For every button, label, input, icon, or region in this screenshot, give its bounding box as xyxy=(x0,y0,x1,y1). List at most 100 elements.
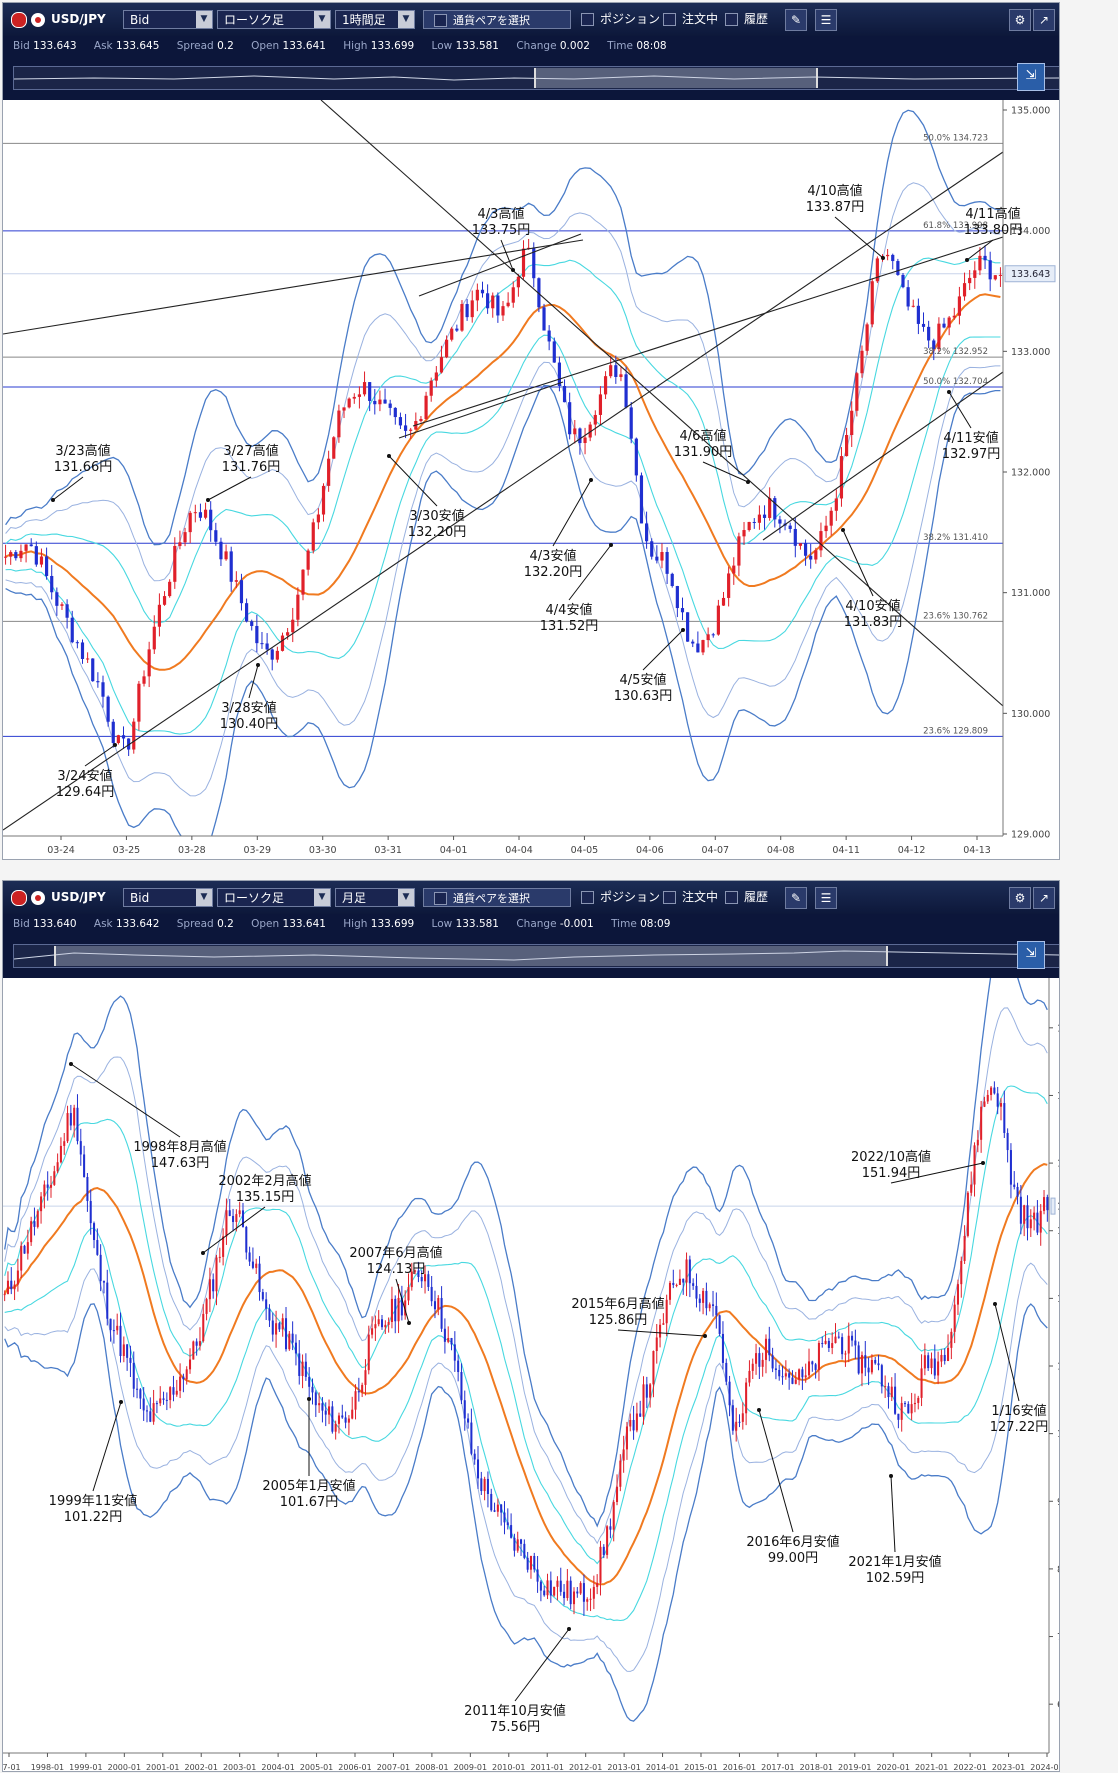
candle-body xyxy=(248,1252,251,1262)
fib-level-label: 50.0% 132.704 xyxy=(923,377,988,387)
range-scroller[interactable] xyxy=(13,944,1059,968)
annotation-arrowhead xyxy=(407,1321,411,1325)
chevron-down-icon: ▼ xyxy=(398,889,414,906)
position-toggle[interactable]: ポジション xyxy=(581,888,660,907)
candle-body xyxy=(1026,1205,1029,1229)
candle-body xyxy=(804,1375,807,1378)
candle-body xyxy=(3,1294,6,1296)
candle-body xyxy=(3,556,8,558)
annotation-arrowhead xyxy=(981,1161,985,1165)
expand-icon[interactable]: ⇲ xyxy=(1017,63,1045,91)
annotation-label: 2005年1月安値 xyxy=(262,1478,355,1494)
current-price-label: 133.643 xyxy=(1011,269,1050,280)
currency-pair-label[interactable]: USD/JPY xyxy=(11,10,121,29)
candle-body xyxy=(341,1415,344,1418)
price-type-select[interactable]: Bid ▼ xyxy=(123,888,213,907)
orders-toggle[interactable]: 注文中 xyxy=(663,888,718,907)
candle-body xyxy=(500,1504,503,1513)
candle-body xyxy=(1006,1132,1009,1151)
candle-body xyxy=(198,512,203,518)
candle-body xyxy=(255,625,259,644)
candle-body xyxy=(486,293,490,309)
drawing-tool-icon[interactable]: ✎ xyxy=(785,887,807,909)
candle-body xyxy=(250,621,254,626)
candle-body xyxy=(362,382,367,395)
candle-body xyxy=(973,270,977,278)
candle-body xyxy=(831,1343,834,1348)
range-slider-handle[interactable] xyxy=(534,68,818,88)
candle-body xyxy=(619,374,623,377)
candle-body xyxy=(455,328,459,331)
candle-body xyxy=(923,1355,926,1369)
bollinger-bands xyxy=(5,109,1001,855)
candle-body xyxy=(543,1590,546,1596)
bollinger-bands xyxy=(3,978,1048,1722)
timeframe-select[interactable]: 月足 ▼ xyxy=(335,888,415,907)
candle-body xyxy=(162,596,167,605)
price-type-select[interactable]: Bid ▼ xyxy=(123,10,213,29)
history-toggle[interactable]: 履歴 xyxy=(725,10,768,29)
candle-body xyxy=(573,428,577,435)
range-slider-handle[interactable] xyxy=(54,946,888,966)
chart-type-select[interactable]: ローソク足 ▼ xyxy=(217,888,331,907)
orders-toggle[interactable]: 注文中 xyxy=(663,10,718,29)
currency-pair-label[interactable]: USD/JPY xyxy=(11,888,121,907)
x-tick-label: 2023-01 xyxy=(992,1763,1025,1771)
popout-icon[interactable]: ↗ xyxy=(1033,9,1055,31)
navigator-bar: ⇲ xyxy=(3,56,1059,100)
candle-body xyxy=(793,528,797,546)
candle-body xyxy=(635,1413,638,1431)
candle-body xyxy=(327,458,331,486)
select-pair-button[interactable]: 通貨ペアを選択 xyxy=(423,10,571,29)
candle-body xyxy=(311,522,315,551)
indicator-list-icon[interactable]: ☰ xyxy=(815,887,837,909)
candle-body xyxy=(447,1338,450,1342)
candle-body xyxy=(819,531,823,551)
candle-body xyxy=(424,395,428,420)
annotation-value: 124.13円 xyxy=(367,1262,426,1277)
candle-body xyxy=(682,1278,685,1283)
candle-body xyxy=(798,1369,801,1380)
expand-icon[interactable]: ⇲ xyxy=(1017,941,1045,969)
candle-body xyxy=(271,1320,274,1335)
bollinger-band-line xyxy=(4,978,1048,1528)
fib-level-label: 50.0% 134.723 xyxy=(923,133,988,143)
time-axis-background xyxy=(3,836,1059,859)
bollinger-band-line xyxy=(4,1262,1048,1672)
annotation-arrow xyxy=(52,476,84,501)
candle-body xyxy=(450,1338,453,1345)
candle-body xyxy=(321,1403,324,1411)
gear-icon[interactable]: ⚙ xyxy=(1009,887,1031,909)
candle-body xyxy=(916,305,920,324)
candle-body xyxy=(361,1384,364,1393)
candle-body xyxy=(850,410,854,435)
candle-body xyxy=(258,1263,261,1293)
candle-body xyxy=(308,1376,311,1387)
candle-body xyxy=(380,1319,384,1328)
select-pair-button[interactable]: 通貨ペアを選択 xyxy=(423,888,571,907)
gear-icon[interactable]: ⚙ xyxy=(1009,9,1031,31)
chart-type-select[interactable]: ローソク足 ▼ xyxy=(217,10,331,29)
candle-body xyxy=(731,1405,734,1431)
bollinger-band-line xyxy=(4,1303,1048,1722)
candle-body xyxy=(467,1418,470,1423)
drawing-tool-icon[interactable]: ✎ xyxy=(785,9,807,31)
candle-body xyxy=(127,738,131,750)
candle-body xyxy=(794,1379,797,1384)
candle-body xyxy=(768,1338,771,1356)
candle-body xyxy=(445,339,449,358)
timeframe-select[interactable]: 1時間足 ▼ xyxy=(335,10,415,29)
indicator-list-icon[interactable]: ☰ xyxy=(815,9,837,31)
position-toggle[interactable]: ポジション xyxy=(581,10,660,29)
range-scroller[interactable] xyxy=(13,66,1059,90)
candle-body xyxy=(149,1411,152,1422)
candle-body xyxy=(33,1221,36,1227)
popout-icon[interactable]: ↗ xyxy=(1033,887,1055,909)
candle-body xyxy=(593,414,597,425)
candle-body xyxy=(642,1384,645,1417)
candle-body xyxy=(520,1539,523,1544)
history-toggle[interactable]: 履歴 xyxy=(725,888,768,907)
annotation-label: 2015年6月高値 xyxy=(571,1296,664,1312)
annotation-arrow xyxy=(92,1401,122,1492)
candle-body xyxy=(387,1322,390,1325)
